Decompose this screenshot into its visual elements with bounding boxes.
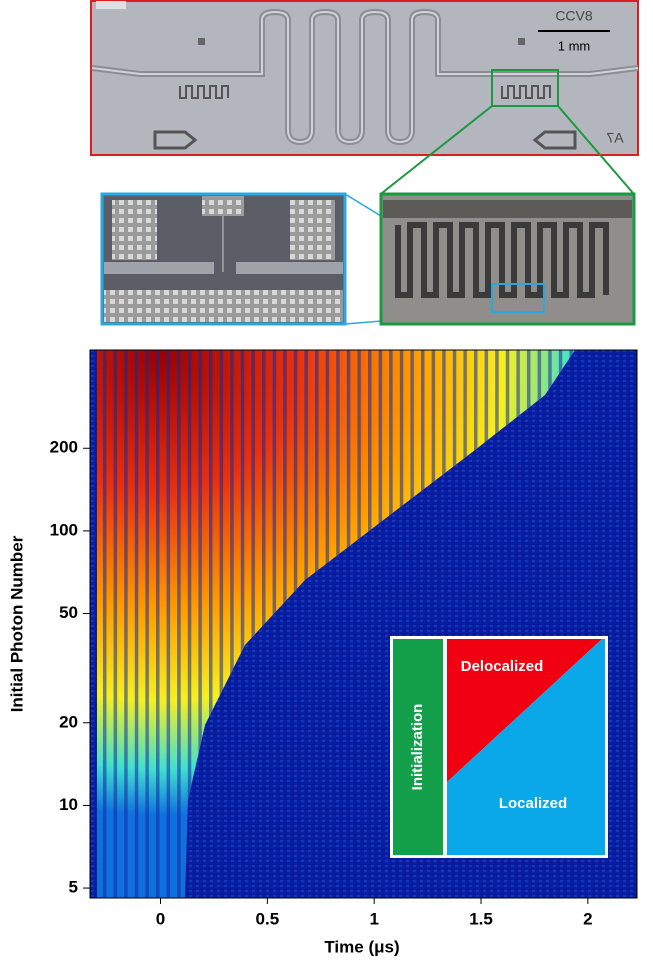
chip-label: CCV8: [555, 8, 593, 24]
y-tick-label: 200: [50, 438, 78, 457]
chip-micrograph: CCV8 1 mm A7: [90, 0, 639, 194]
annotation: Localized: [499, 795, 567, 812]
x-tick-label: 0.5: [256, 909, 280, 928]
scale-bar-label: 1 mm: [558, 38, 591, 53]
y-tick-label: 20: [59, 712, 78, 731]
x-tick-label: 1: [369, 909, 378, 928]
y-tick-label: 50: [59, 603, 78, 622]
y-axis-title: Initial Photon Number: [7, 535, 26, 712]
annotation: Delocalized: [461, 658, 544, 675]
regime-inset: [390, 636, 608, 858]
x-tick-label: 0: [156, 909, 165, 928]
y-tick-label: 10: [59, 795, 78, 814]
y-tick-label: 100: [50, 520, 78, 539]
annotation: Initialization: [409, 704, 426, 791]
y-tick-label: 5: [69, 878, 78, 897]
plot-frame: [89, 349, 638, 899]
x-tick-label: 2: [583, 909, 592, 928]
x-tick-label: 1.5: [469, 909, 493, 928]
x-axis-title: Time (μs): [324, 937, 399, 956]
zoom-micrographs: [100, 192, 636, 326]
corner-label: A7: [606, 130, 623, 146]
